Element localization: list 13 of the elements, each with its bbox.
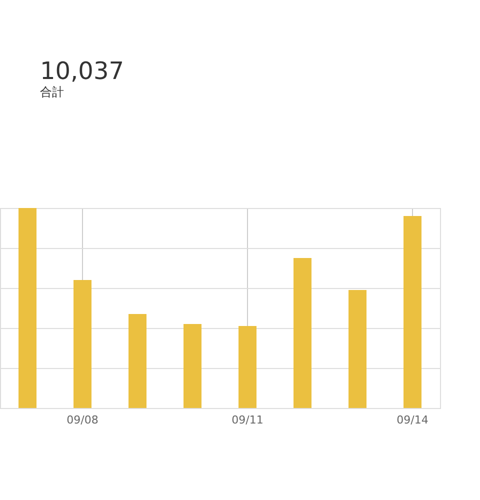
x-tick-label: 09/08 — [66, 414, 98, 426]
bar — [128, 314, 146, 408]
bar — [238, 326, 256, 408]
bar — [74, 280, 92, 408]
bar — [18, 208, 36, 408]
bar — [348, 290, 366, 408]
bar — [404, 216, 422, 408]
chart-title: 10,037 — [40, 57, 124, 85]
chart-subtitle: 合計 — [40, 85, 64, 99]
x-tick-label: 09/11 — [232, 414, 264, 426]
bar — [184, 324, 202, 408]
x-tick-label: 09/14 — [396, 414, 428, 426]
bar — [294, 258, 312, 408]
